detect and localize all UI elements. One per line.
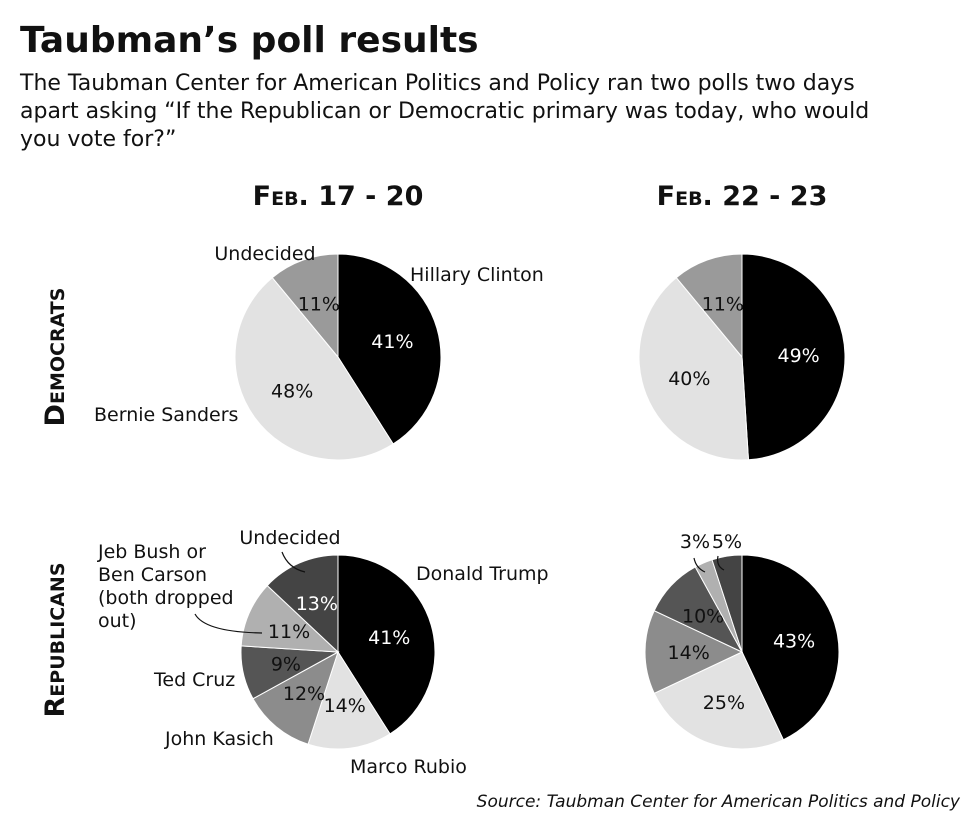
source-note: Source: Taubman Center for American Poli… [477, 792, 961, 812]
pie-slice-undecided [675, 253, 743, 359]
pie-value-label: 12% [283, 683, 325, 705]
pie-value-label: 11% [268, 621, 310, 643]
pie-value-label: 11% [702, 294, 744, 316]
pie-slice-marco-rubio [653, 651, 784, 750]
pie-slice-undecided [711, 554, 743, 653]
pie-value-label: 3% [680, 531, 710, 553]
label-bush-carson-3: (both dropped [98, 587, 234, 609]
label-dem-undecided: Undecided [214, 243, 315, 265]
pie-value-label: 49% [778, 345, 820, 367]
pie-slice-donald-trump [337, 554, 436, 735]
label-bush-carson-1: Jeb Bush or [97, 541, 206, 563]
column-header-feb-22-23: Feb. 22 - 23 [657, 181, 828, 212]
callout-line-3pct [693, 557, 706, 573]
pie-value-label: 43% [773, 630, 815, 652]
pie-slice-marco-rubio [307, 650, 391, 750]
label-ted-cruz: Ted Cruz [153, 669, 235, 691]
label-marco-rubio: Marco Rubio [350, 756, 467, 778]
pie-value-label: 25% [703, 692, 745, 714]
pie-value-label: 40% [668, 368, 710, 390]
pie-value-label: 9% [271, 654, 301, 676]
pie-value-label: 14% [668, 642, 710, 664]
pie-value-label: 10% [682, 605, 724, 627]
label-bernie-sanders: Bernie Sanders [94, 404, 238, 426]
pie-slice-john-kasich [252, 650, 339, 745]
pie-charts: 41%48%11%49%40%11%41%14%12%9%11%13%43%25… [234, 253, 846, 750]
label-rep-undecided: Undecided [239, 527, 340, 549]
pie-slice-hillary-clinton [741, 253, 846, 461]
pie-slice-bernie-sanders [638, 276, 749, 461]
callout-line-5pct [717, 555, 725, 571]
column-header-feb-17-20: Feb. 17 - 20 [253, 181, 424, 212]
label-bush-carson-2: Ben Carson [98, 564, 207, 586]
label-john-kasich: John Kasich [164, 728, 274, 750]
pie-value-label: 41% [371, 331, 413, 353]
pie-slice-bernie-sanders [234, 276, 394, 461]
callout-line-bush-carson [194, 613, 263, 634]
pie-value-label: 41% [368, 627, 410, 649]
page-title: Taubman’s poll results [20, 20, 479, 61]
subtitle-line-2: apart asking “If the Republican or Democ… [20, 99, 869, 124]
pie-slice-jeb-bush-or-ben-carson-both-dropped-out [240, 584, 340, 653]
label-hillary-clinton: Hillary Clinton [410, 264, 544, 286]
row-header-republicans: Republicans [40, 562, 71, 717]
pie-value-label: 11% [298, 294, 340, 316]
pie-slice-undecided [271, 253, 339, 359]
pie-value-label: 13% [296, 593, 338, 615]
pie-slice-hillary-clinton [337, 253, 442, 445]
pie-slice-donald-trump [741, 554, 840, 741]
row-header-democrats: Democrats [40, 288, 71, 427]
pie-value-label: 14% [324, 695, 366, 717]
label-bush-carson-4: out) [98, 610, 137, 632]
subtitle-line-1: The Taubman Center for American Politics… [19, 71, 855, 96]
pie-slice-undecided [266, 554, 339, 654]
label-donald-trump: Donald Trump [416, 563, 549, 585]
pie-slice-john-kasich [644, 610, 744, 694]
callout-line-undecided [281, 551, 306, 573]
subtitle-line-3: you vote for?” [20, 127, 176, 152]
pie-value-label: 5% [712, 531, 742, 553]
pie-value-label: 48% [271, 380, 313, 402]
